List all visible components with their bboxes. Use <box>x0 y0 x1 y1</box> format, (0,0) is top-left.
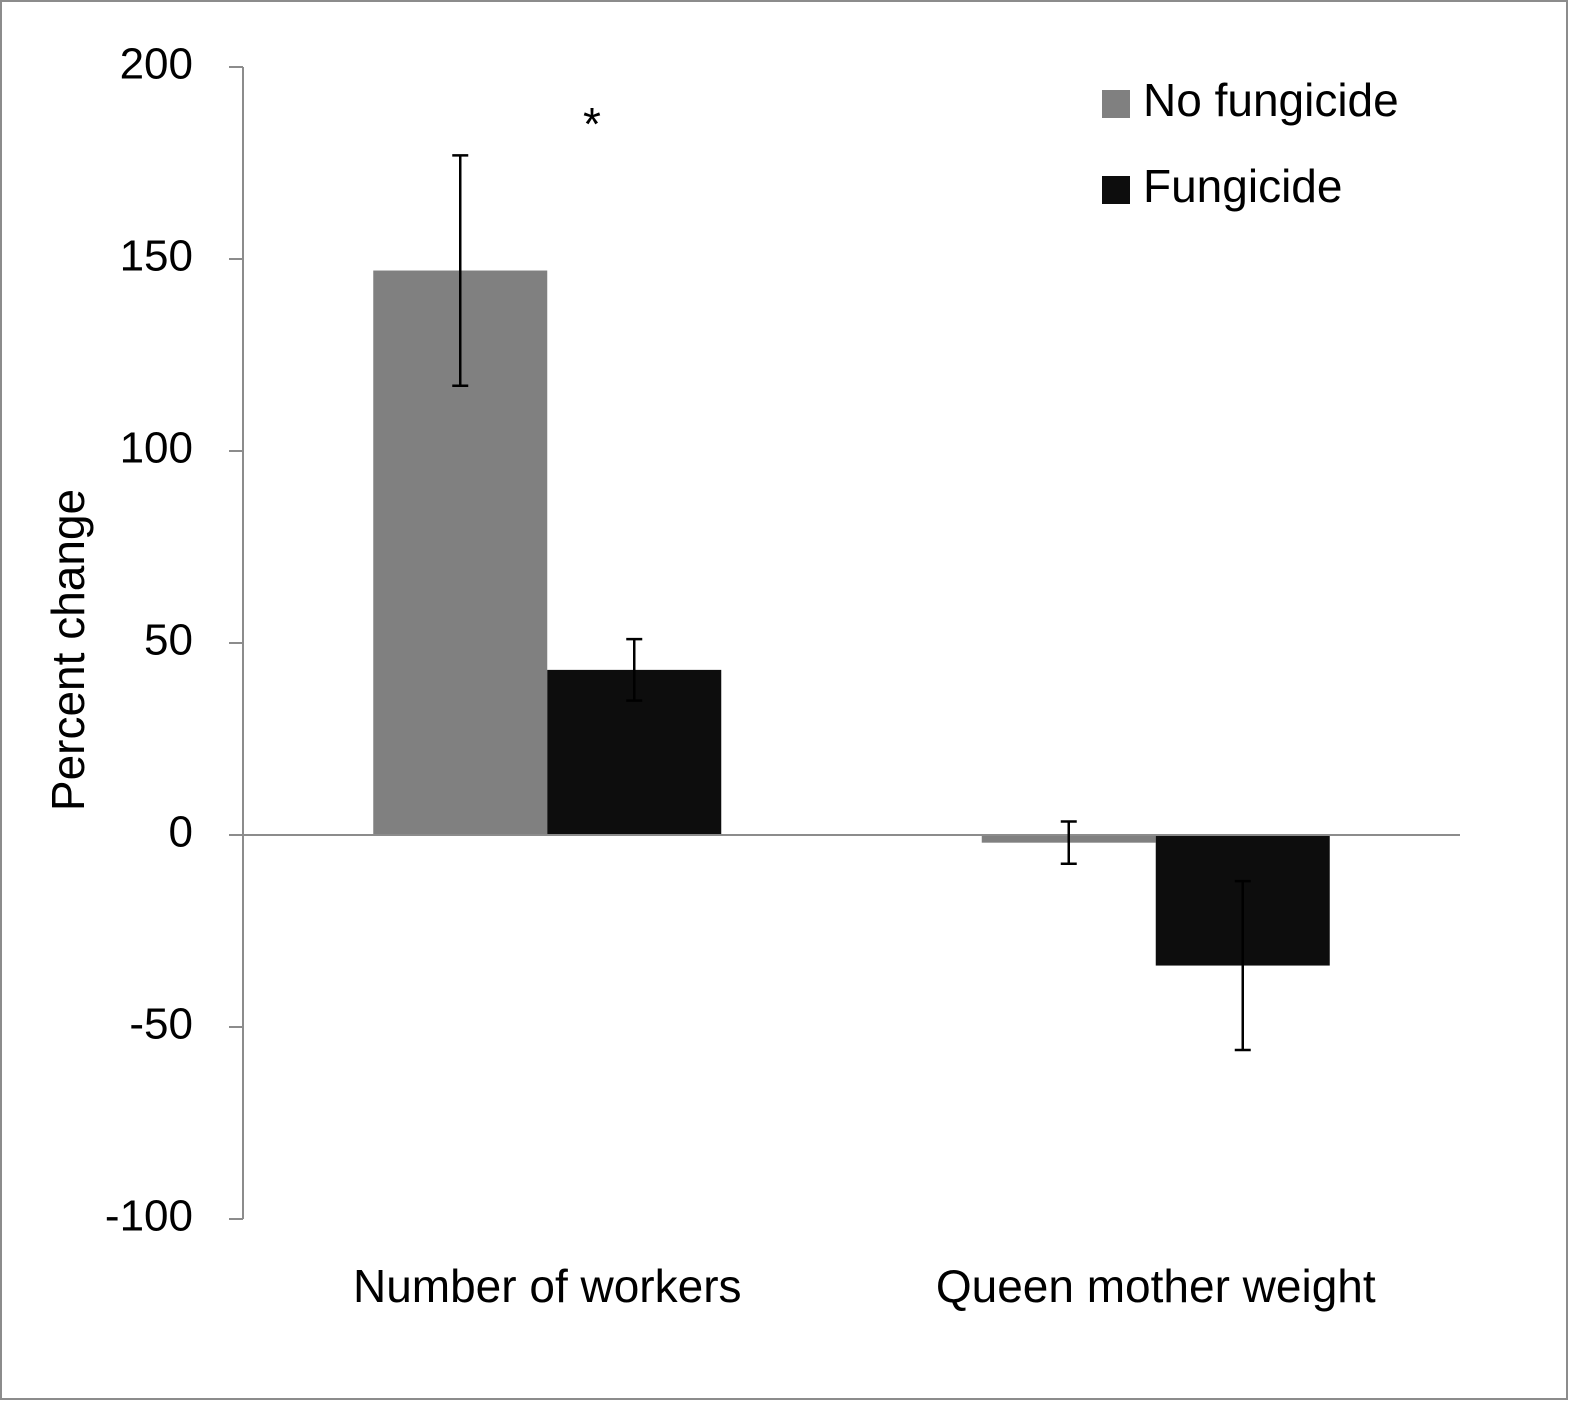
y-tick-label: -100 <box>105 1192 193 1241</box>
y-tick-label: 100 <box>120 424 193 473</box>
legend-swatch <box>1102 176 1130 204</box>
y-tick-label: 200 <box>120 40 193 89</box>
y-tick-label: 50 <box>144 616 193 665</box>
legend-label: No fungicide <box>1143 74 1399 126</box>
significance-annotation: * <box>583 98 601 150</box>
y-tick-label: -50 <box>129 1000 193 1049</box>
y-axis-label: Percent change <box>42 489 94 811</box>
legend-swatch <box>1102 90 1130 118</box>
legend-label: Fungicide <box>1143 160 1342 212</box>
x-tick-label: Queen mother weight <box>936 1260 1376 1312</box>
y-tick-label: 150 <box>120 232 193 281</box>
y-tick-label: 0 <box>169 808 193 857</box>
x-tick-label: Number of workers <box>353 1260 742 1312</box>
